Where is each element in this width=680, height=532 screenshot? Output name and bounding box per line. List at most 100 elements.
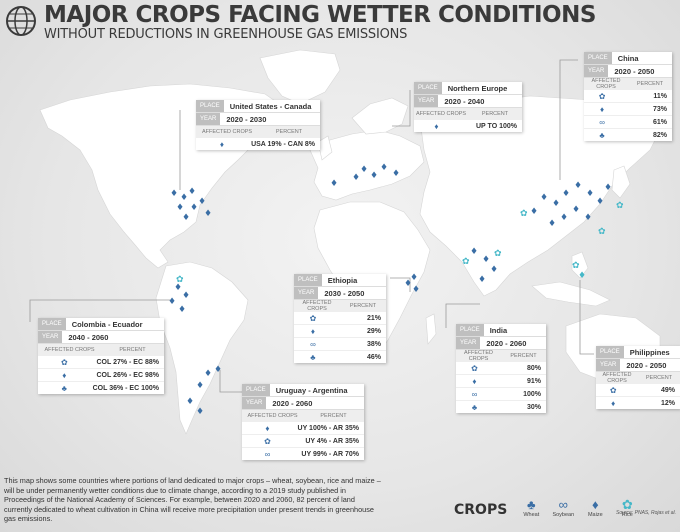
year-value: 2020 - 2050 xyxy=(626,360,667,370)
card-data-row: ∞ 38% xyxy=(294,337,386,350)
card-ethiopia: PLACE Ethiopia YEAR 2030 - 2050 AFFECTED CRO… xyxy=(294,274,386,363)
percent-value: 11% xyxy=(653,92,667,100)
percent-header: PERCENT xyxy=(636,80,664,87)
card-data-row: ♦ 73% xyxy=(584,102,672,115)
card-data-row: ✿ UY 4% - AR 35% xyxy=(242,434,364,447)
legend-label-rice: Rice xyxy=(621,512,633,518)
card-header-row: AFFECTED CROPS PERCENT xyxy=(294,300,386,312)
place-label: PLACE xyxy=(196,100,224,112)
year-value: 2030 - 2050 xyxy=(324,288,365,298)
year-label: YEAR xyxy=(584,65,609,77)
year-value: 2040 - 2060 xyxy=(68,332,109,342)
card-place-row: PLACE Philippines xyxy=(596,346,680,359)
card-place-row: PLACE India xyxy=(456,324,546,337)
colombia-rice-markers: ✿ xyxy=(176,275,184,285)
place-label: PLACE xyxy=(596,346,624,358)
card-data-row: ✿ 21% xyxy=(294,311,386,324)
card-data-row: ♦ UY 100% - AR 35% xyxy=(242,421,364,434)
card-header-row: AFFECTED CROPS PERCENT xyxy=(584,78,672,90)
crop-markers: ♦ ♦♦ ♦ ♦♦ ♦ ♦ ♦♦♦ ♦♦♦ ♦♦♦ ♦♦♦ ♦♦♦ ♦♦♦ ✿✿✿ ♦… xyxy=(168,163,624,417)
year-label: YEAR xyxy=(196,113,221,125)
card-data-row: ✿ 11% xyxy=(584,89,672,102)
card-year-row: YEAR 2020 - 2060 xyxy=(242,397,364,410)
globe-logo-icon xyxy=(6,6,36,36)
affected-crops-header: AFFECTED CROPS xyxy=(463,349,494,362)
svg-text:♦: ♦ xyxy=(596,197,604,207)
svg-text:♦: ♦ xyxy=(352,173,360,183)
philippines-callout-line xyxy=(579,280,594,355)
card-northern-europe: PLACE Northern Europe YEAR 2020 - 2040 AFFEC… xyxy=(414,82,522,132)
china-markers: ♦♦♦ ♦♦♦ ♦♦♦ ♦♦♦ xyxy=(530,181,612,229)
svg-text:♦: ♦ xyxy=(482,255,490,265)
china-rice-markers: ✿ ✿ ✿ xyxy=(520,201,624,237)
place-value: Colombia - Ecuador xyxy=(71,319,143,329)
card-place-row: PLACE Uruguay - Argentina xyxy=(242,384,364,397)
card-data-row: ♦ COL 26% - EC 98% xyxy=(38,368,164,381)
svg-text:♦: ♦ xyxy=(412,285,420,295)
maize-icon: ♦ xyxy=(265,423,270,433)
maize-icon: ♦ xyxy=(600,104,605,114)
maize-icon: ♦ xyxy=(62,370,67,380)
card-year-row: YEAR 2020 - 2050 xyxy=(584,65,672,78)
percent-value: 46% xyxy=(366,353,381,361)
card-place-row: PLACE United States - Canada xyxy=(196,100,320,113)
card-year-row: YEAR 2020 - 2060 xyxy=(456,337,546,350)
card-data-row: ∞ UY 99% - AR 70% xyxy=(242,447,364,460)
percent-value: 80% xyxy=(526,364,541,372)
soybean-icon: ∞ xyxy=(471,389,478,399)
percent-header: PERCENT xyxy=(320,412,347,419)
svg-text:♦: ♦ xyxy=(196,381,204,391)
legend-title: CROPS xyxy=(454,502,508,518)
affected-crops-header: AFFECTED CROPS xyxy=(415,110,467,117)
rice-icon: ✿ xyxy=(309,313,317,323)
percent-value: COL 36% - EC 100% xyxy=(92,384,159,392)
year-label: YEAR xyxy=(242,397,267,409)
percent-value: 73% xyxy=(652,105,667,113)
card-header-row: AFFECTED CROPS PERCENT xyxy=(414,108,522,119)
year-value: 2020 - 2030 xyxy=(226,114,267,124)
svg-text:✿: ✿ xyxy=(176,275,184,285)
year-value: 2020 - 2060 xyxy=(486,338,527,348)
percent-value: 21% xyxy=(366,314,381,322)
india-callout-line xyxy=(445,303,480,328)
colombia-callout-line xyxy=(29,299,170,322)
card-india: PLACE India YEAR 2020 - 2060 AFFECTED CROPS P… xyxy=(456,324,546,413)
place-label: PLACE xyxy=(294,274,322,286)
percent-value: UP TO 100% xyxy=(476,122,517,130)
percent-header: PERCENT xyxy=(349,302,377,309)
percent-value: 29% xyxy=(366,327,381,335)
svg-text:♦: ♦ xyxy=(188,187,196,197)
legend-label-soybean: Soybean xyxy=(552,512,575,518)
wheat-icon: ♣ xyxy=(599,130,605,140)
svg-text:✿: ✿ xyxy=(520,209,528,219)
uruguay-markers: ♦ ♦♦ ♦♦ xyxy=(186,365,222,417)
card-colombia-ecuador: PLACE Colombia - Ecuador YEAR 2040 - 2060 AF… xyxy=(38,318,164,394)
svg-text:✿: ✿ xyxy=(494,249,502,259)
percent-header: PERCENT xyxy=(119,346,146,353)
maize-icon: ♦ xyxy=(219,139,224,149)
page-title: MAJOR CROPS FACING WETTER CONDITIONS xyxy=(44,2,596,28)
svg-text:♦: ♦ xyxy=(586,189,594,199)
card-data-row: ♣ 82% xyxy=(584,128,672,141)
page-subtitle: WITHOUT REDUCTIONS IN GREENHOUSE GAS EMI… xyxy=(44,27,408,42)
legend-item-soybean: ∞ Soybean xyxy=(551,497,575,519)
card-header-row: AFFECTED CROPS PERCENT xyxy=(38,344,164,355)
percent-header: PERCENT xyxy=(645,374,673,381)
soybean-icon: ∞ xyxy=(558,497,568,512)
percent-value: 100% xyxy=(523,390,541,398)
crops-legend: CROPS ♣ Wheat ∞ Soybean ♦ Maize ✿ Rice xyxy=(454,497,639,519)
legend-item-wheat: ♣ Wheat xyxy=(519,498,543,519)
philippines-landmass xyxy=(571,251,589,279)
indonesia-landmass xyxy=(531,281,611,307)
legend-label-maize: Maize xyxy=(587,512,603,518)
svg-text:♦: ♦ xyxy=(176,203,184,213)
ethiopia-markers: ♦♦♦ xyxy=(404,273,420,295)
card-data-row: ♦ 91% xyxy=(456,374,546,387)
affected-crops-header: AFFECTED CROPS xyxy=(201,128,253,135)
svg-text:♦: ♦ xyxy=(392,169,400,179)
affected-crops-header: AFFECTED CROPS xyxy=(602,371,632,384)
percent-header: PERCENT xyxy=(510,352,537,359)
place-value: United States - Canada xyxy=(229,101,312,111)
svg-text:♦: ♦ xyxy=(572,205,580,215)
svg-text:♦: ♦ xyxy=(198,197,206,207)
